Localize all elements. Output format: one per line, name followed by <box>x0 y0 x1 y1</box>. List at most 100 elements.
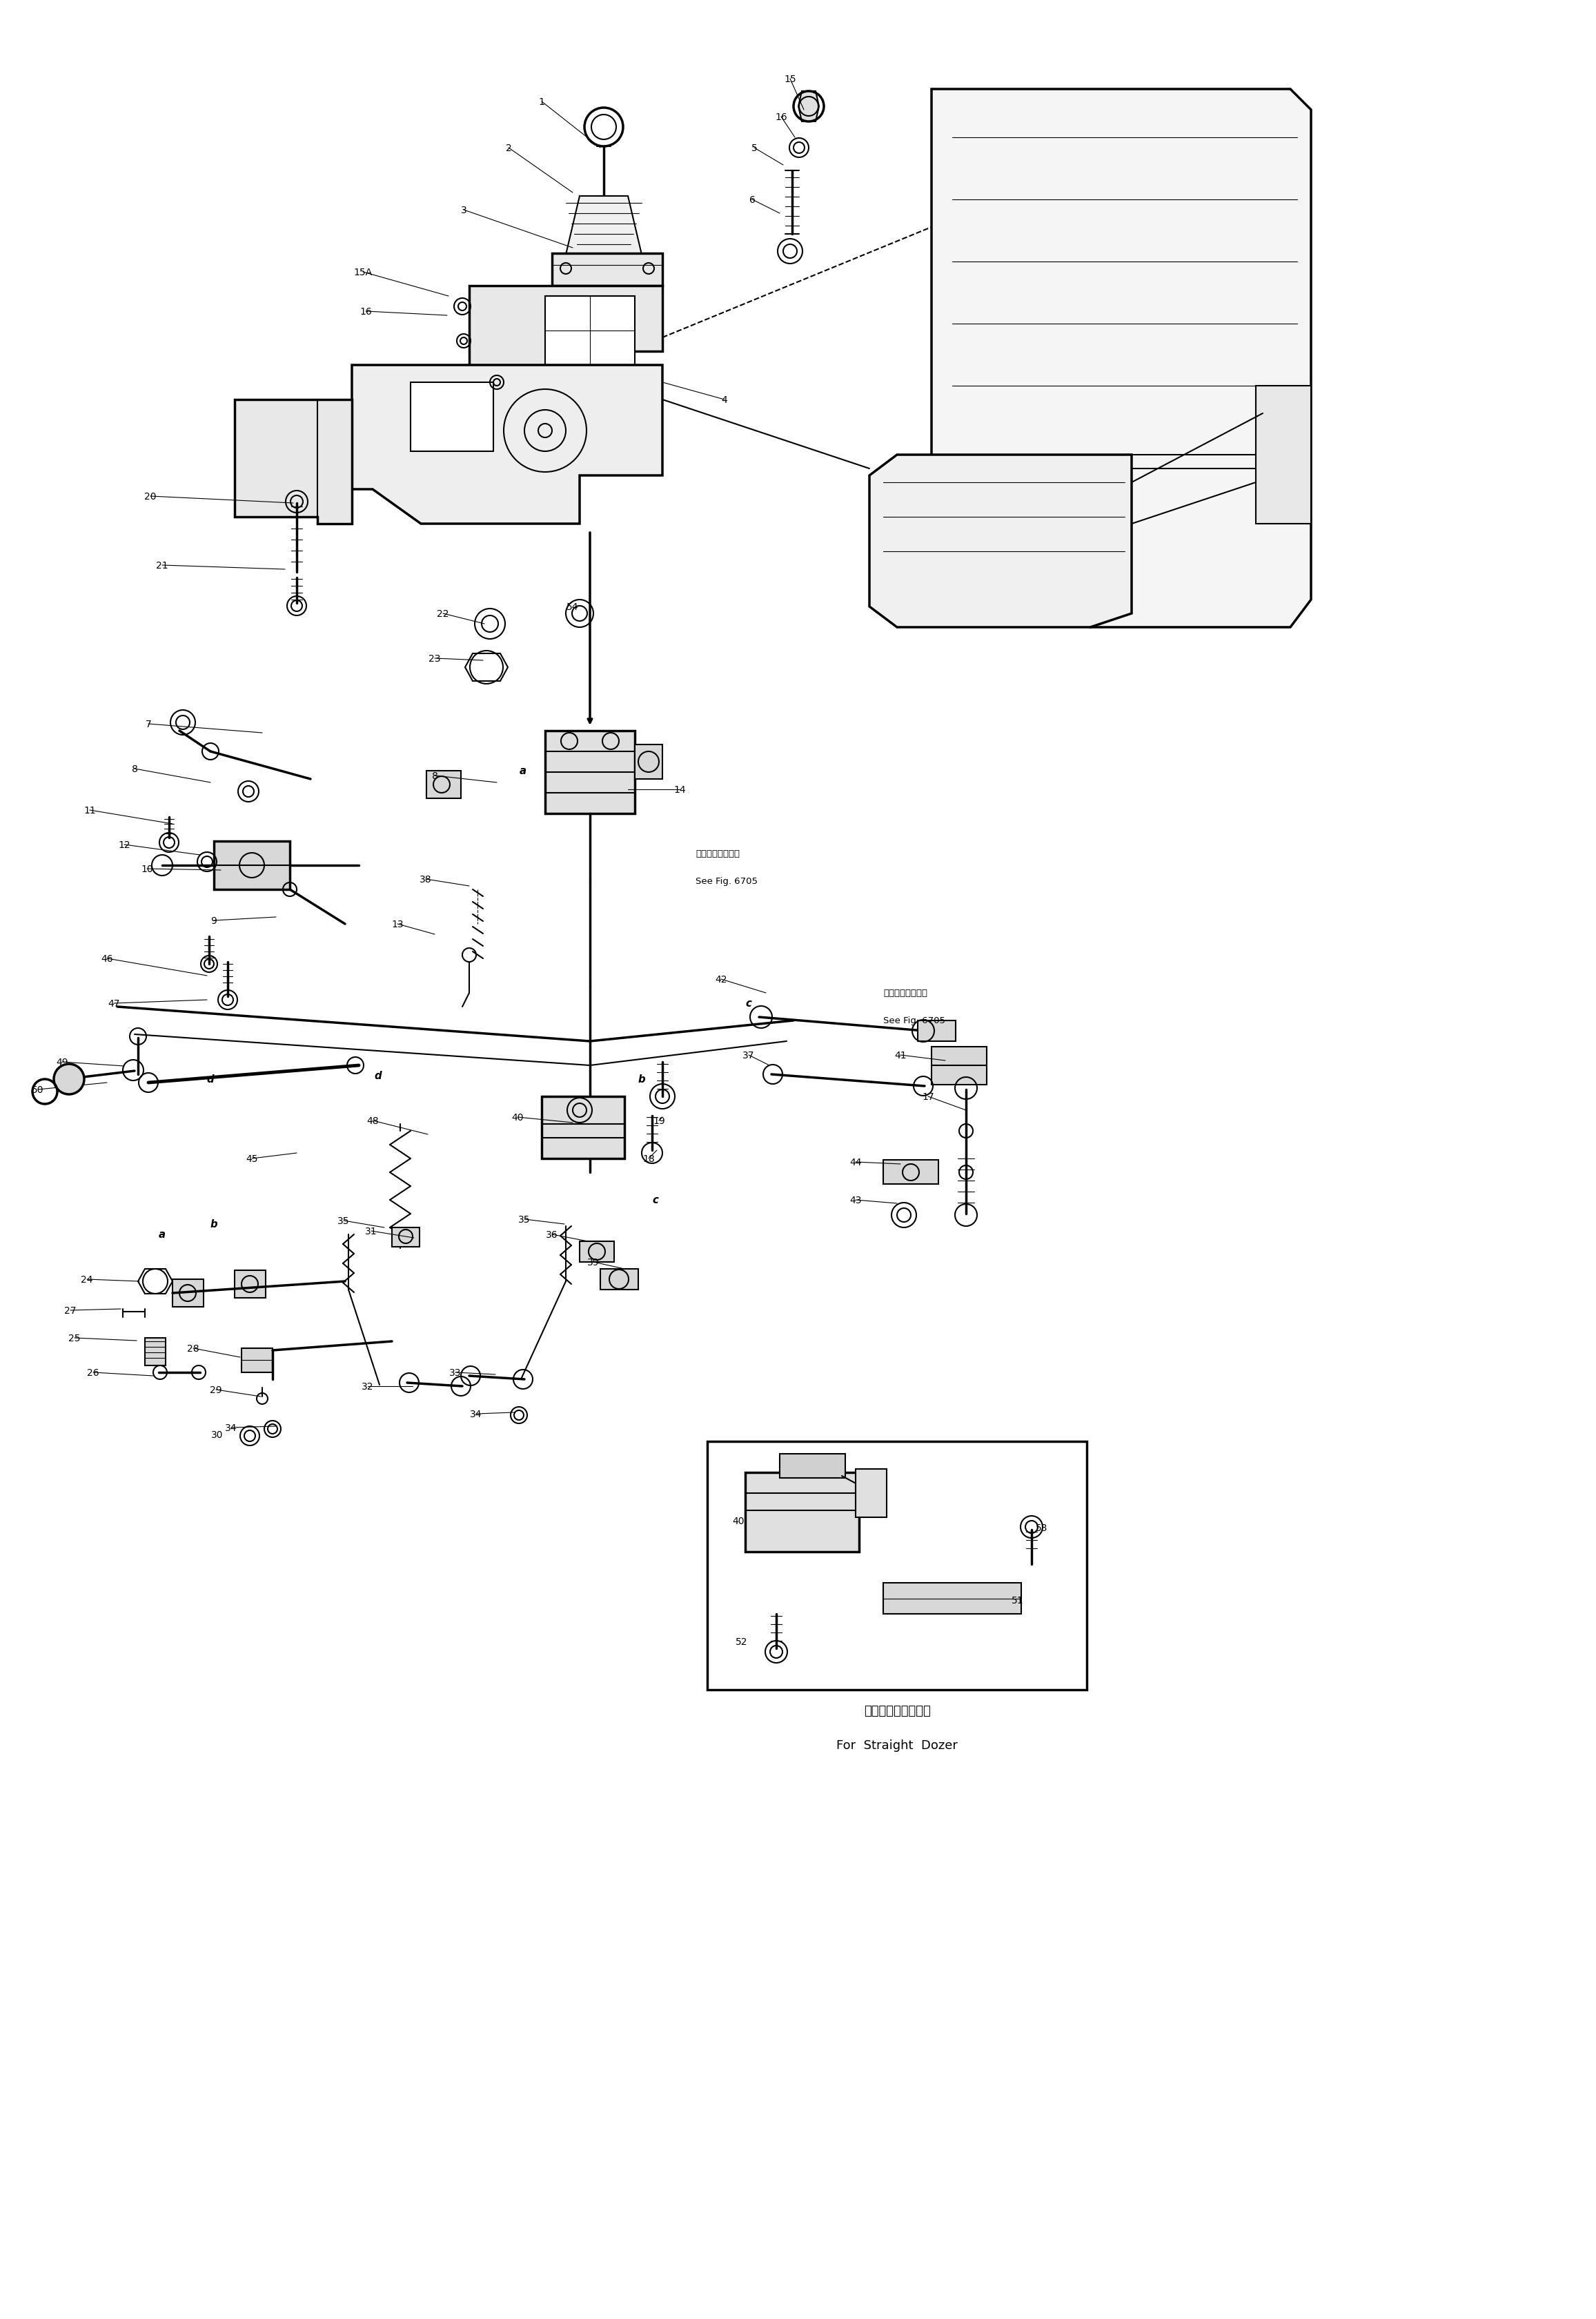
Text: 10: 10 <box>140 865 153 874</box>
Bar <box>426 772 461 798</box>
Text: 17: 17 <box>922 1092 934 1102</box>
Bar <box>745 1473 859 1551</box>
Text: 27: 27 <box>64 1306 77 1315</box>
Text: 6: 6 <box>749 195 755 204</box>
Bar <box>918 1020 956 1041</box>
Text: 15A: 15A <box>354 267 372 278</box>
Text: 50: 50 <box>32 1085 45 1095</box>
Text: 44: 44 <box>849 1157 862 1166</box>
Text: For  Straight  Dozer: For Straight Dozer <box>836 1739 958 1751</box>
Text: 47: 47 <box>109 999 120 1009</box>
Text: 35: 35 <box>519 1215 530 1224</box>
Text: 16: 16 <box>776 111 787 123</box>
Text: 34: 34 <box>225 1424 238 1433</box>
Bar <box>707 1442 1087 1691</box>
Text: 30: 30 <box>211 1431 223 1440</box>
Text: 39: 39 <box>587 1257 600 1266</box>
Text: 43: 43 <box>849 1194 862 1206</box>
Bar <box>393 1227 420 1248</box>
Text: 28: 28 <box>187 1343 200 1354</box>
Text: 26: 26 <box>88 1368 99 1377</box>
Text: 34: 34 <box>471 1410 482 1419</box>
Text: a: a <box>520 765 527 777</box>
Text: See Fig. 6705: See Fig. 6705 <box>883 1016 945 1025</box>
Text: 49: 49 <box>56 1057 69 1067</box>
Text: 53: 53 <box>1036 1524 1049 1533</box>
Text: 21: 21 <box>156 561 168 570</box>
Text: 18: 18 <box>643 1155 654 1164</box>
Polygon shape <box>235 401 351 524</box>
Bar <box>546 297 635 366</box>
Bar <box>541 1097 624 1160</box>
Bar <box>883 1584 1021 1614</box>
Bar <box>145 1338 166 1366</box>
Text: 42: 42 <box>715 974 728 983</box>
Polygon shape <box>798 93 819 123</box>
Text: b: b <box>638 1074 645 1085</box>
Bar <box>579 1241 614 1262</box>
Text: c: c <box>745 999 752 1009</box>
Text: d: d <box>375 1071 381 1081</box>
Text: c: c <box>653 1194 659 1206</box>
Bar <box>214 842 290 890</box>
Text: a: a <box>158 1229 166 1241</box>
Polygon shape <box>932 90 1310 628</box>
Bar <box>172 1280 204 1308</box>
Text: 8: 8 <box>431 772 437 782</box>
Text: 33: 33 <box>450 1368 461 1377</box>
Polygon shape <box>469 285 662 380</box>
Text: 25: 25 <box>69 1333 80 1343</box>
Text: 12: 12 <box>118 839 131 849</box>
Bar <box>235 1271 265 1299</box>
Text: 23: 23 <box>429 654 440 663</box>
Bar <box>932 1048 986 1085</box>
Text: 13: 13 <box>391 918 404 930</box>
Text: 8: 8 <box>131 765 137 775</box>
Text: 24: 24 <box>81 1275 93 1285</box>
Polygon shape <box>870 455 1132 628</box>
Bar <box>241 1347 273 1373</box>
Text: 31: 31 <box>365 1227 377 1236</box>
Text: 9: 9 <box>211 916 217 925</box>
Text: 4: 4 <box>721 394 728 406</box>
Text: 54: 54 <box>567 603 579 612</box>
Text: 11: 11 <box>83 805 96 816</box>
Text: See Fig. 6705: See Fig. 6705 <box>696 877 758 886</box>
Bar <box>1256 387 1310 524</box>
Bar <box>883 1160 938 1185</box>
Polygon shape <box>351 366 662 524</box>
Bar <box>546 730 635 814</box>
Text: 15: 15 <box>784 74 796 83</box>
Text: 3: 3 <box>461 206 466 216</box>
Text: 16: 16 <box>359 306 372 318</box>
Text: 20: 20 <box>144 492 156 501</box>
Text: 32: 32 <box>362 1382 373 1391</box>
Bar <box>600 1268 638 1289</box>
Text: 14: 14 <box>674 784 686 795</box>
Text: 37: 37 <box>742 1051 755 1060</box>
Text: 35: 35 <box>338 1215 350 1227</box>
Bar <box>410 383 493 452</box>
Text: 40: 40 <box>511 1113 523 1122</box>
Bar <box>635 744 662 779</box>
Text: ストレートドーザ用: ストレートドーザ用 <box>863 1704 930 1716</box>
Text: 36: 36 <box>546 1229 559 1241</box>
Text: 1: 1 <box>538 97 544 107</box>
Circle shape <box>54 1064 85 1095</box>
Text: 5: 5 <box>752 144 757 153</box>
Text: 29: 29 <box>211 1384 222 1394</box>
Text: 38: 38 <box>420 874 433 884</box>
Text: 40: 40 <box>733 1517 744 1526</box>
Text: 45: 45 <box>246 1155 259 1164</box>
Text: 7: 7 <box>145 719 152 728</box>
Text: 第６７０５図参照: 第６７０５図参照 <box>696 849 739 858</box>
Polygon shape <box>552 253 662 285</box>
Text: b: b <box>211 1220 217 1229</box>
Text: 51: 51 <box>1012 1595 1025 1605</box>
Bar <box>780 1454 846 1477</box>
Text: 48: 48 <box>367 1115 378 1125</box>
Text: d: d <box>207 1074 214 1085</box>
Polygon shape <box>567 197 642 255</box>
Text: 41: 41 <box>894 1051 907 1060</box>
Polygon shape <box>855 1470 887 1517</box>
